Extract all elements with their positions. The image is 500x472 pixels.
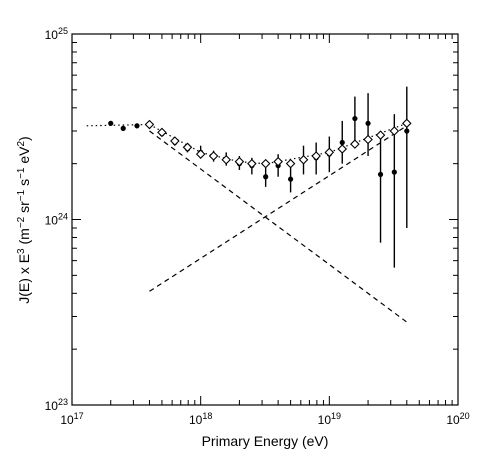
y-label-sup-1: 3	[16, 248, 27, 254]
x-tick-label-exp: 18	[202, 411, 212, 421]
x-tick-label: 1019	[318, 411, 341, 427]
data-point-diamond	[273, 156, 283, 167]
data-point-diamond	[170, 136, 180, 146]
data-point-diamond	[182, 142, 193, 153]
y-label-sup-2: −2	[16, 216, 27, 228]
y-tick-label: 1023	[45, 397, 68, 413]
x-tick-label: 1020	[446, 411, 469, 427]
y-tick-label: 1025	[45, 26, 68, 42]
data-point-filled	[377, 171, 384, 178]
data-point-diamond	[195, 149, 206, 159]
data-point-diamond	[208, 151, 219, 161]
y-tick-label-exp: 23	[58, 397, 68, 407]
y-label-part-2: (m	[16, 228, 32, 248]
x-tick-label: 1018	[189, 411, 212, 427]
data-point-filled	[120, 125, 126, 131]
x-tick-label: 1017	[60, 411, 83, 427]
y-tick-label: 1024	[45, 212, 68, 228]
plot-frame	[71, 33, 459, 406]
data-point-diamond	[260, 158, 271, 169]
data-point-filled	[108, 120, 114, 126]
x-tick-label-exp: 19	[331, 411, 341, 421]
y-label-sup-5: 2	[16, 140, 27, 146]
y-label-sup-4: −1	[16, 167, 27, 179]
y-label-part-3: sr	[16, 201, 32, 217]
y-tick-label-exp: 24	[58, 212, 68, 222]
data-point-filled	[134, 123, 140, 129]
data-point-diamond	[247, 158, 257, 169]
y-label-part-5: eV	[16, 146, 32, 168]
x-tick-label-exp: 20	[460, 411, 470, 421]
x-tick-label-base: 10	[318, 413, 332, 427]
data-point-filled	[391, 169, 397, 175]
curves	[86, 122, 408, 323]
y-tick-label-base: 10	[45, 214, 59, 228]
x-tick-label-base: 10	[446, 413, 460, 427]
data-point-diamond	[221, 154, 232, 165]
data-point-diamond	[350, 139, 360, 149]
data-point-diamond	[324, 147, 335, 158]
markers	[108, 115, 412, 182]
data-point-diamond	[311, 151, 321, 161]
y-tick-label-exp: 25	[58, 26, 68, 36]
data-point-diamond	[337, 144, 348, 154]
ticks	[71, 33, 459, 406]
x-tick-label-base: 10	[60, 413, 74, 427]
x-axis-label: Primary Energy (eV)	[202, 433, 329, 449]
data-point-diamond	[298, 154, 309, 165]
data-point-filled	[352, 115, 358, 122]
dashed-curve-3	[149, 125, 408, 292]
data-point-diamond	[144, 119, 155, 130]
data-point-filled	[263, 174, 269, 180]
data-point-diamond	[402, 118, 412, 129]
data-point-filled	[404, 128, 410, 134]
data-point-diamond	[234, 156, 245, 167]
y-tick-label-base: 10	[45, 28, 59, 42]
data-point-diamond	[157, 127, 167, 138]
x-tick-label-exp: 17	[74, 411, 84, 421]
y-label-part-4: s	[16, 179, 32, 190]
data-point-diamond	[285, 158, 296, 169]
data-point-diamond	[375, 130, 386, 140]
y-label-part-6: )	[16, 136, 32, 141]
data-point-diamond	[363, 134, 373, 145]
data-point-filled	[365, 120, 371, 126]
data-point-filled	[288, 176, 294, 182]
data-point-diamond	[389, 126, 400, 136]
error-bars	[110, 86, 408, 268]
x-tick-label-base: 10	[189, 413, 203, 427]
y-axis-label: J(E) x E3 (m−2 sr−1 s−1 eV2)	[16, 136, 33, 303]
y-label-part-1: J(E) x E	[16, 254, 32, 304]
y-tick-label-base: 10	[45, 399, 59, 413]
y-label-sup-3: −1	[16, 189, 27, 201]
data-point-filled	[339, 139, 345, 146]
